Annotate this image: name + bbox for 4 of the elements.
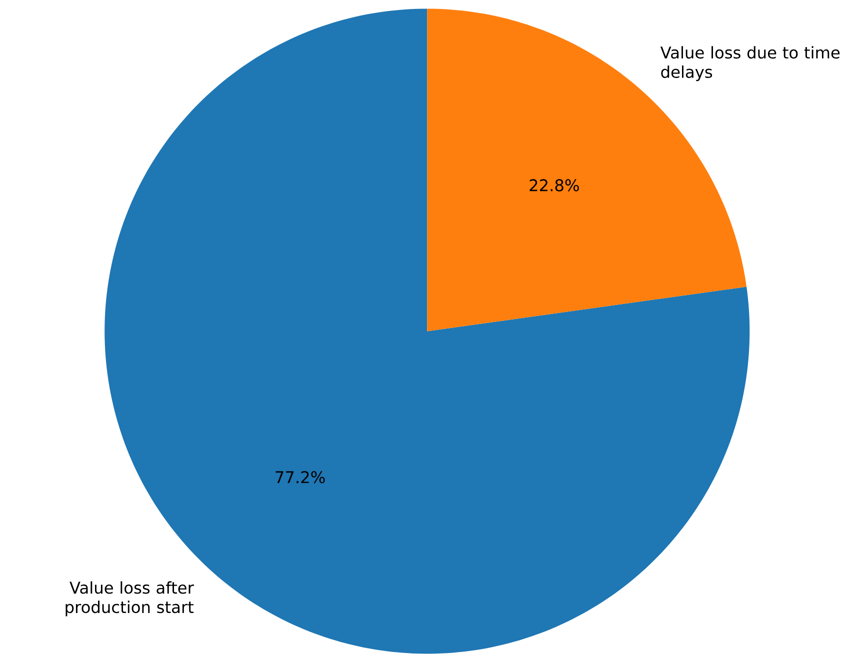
slice-label: Value loss due to time delays — [660, 46, 840, 82]
data-label: 22.8% — [530, 179, 579, 192]
slice-label: Value loss after production start — [66, 582, 194, 617]
data-label: 77.2% — [276, 471, 325, 484]
